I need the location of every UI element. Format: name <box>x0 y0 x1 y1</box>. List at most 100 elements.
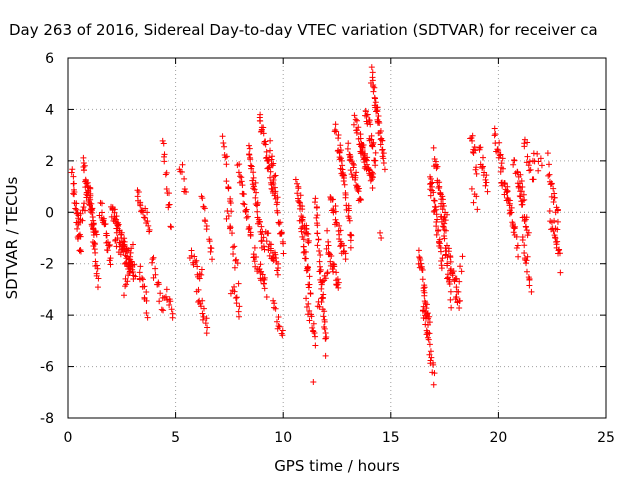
data-point <box>274 271 281 278</box>
data-point <box>495 148 502 155</box>
data-point <box>352 116 359 123</box>
data-point <box>223 178 230 185</box>
data-point <box>77 247 84 254</box>
data-point <box>477 144 484 151</box>
data-point <box>472 166 479 173</box>
data-point <box>271 173 278 180</box>
data-point <box>135 189 142 196</box>
data-point <box>545 161 552 168</box>
data-point <box>107 261 114 268</box>
data-point <box>69 166 76 173</box>
data-point <box>238 178 245 185</box>
data-point <box>306 307 313 314</box>
data-point <box>441 235 448 242</box>
data-point <box>195 286 202 293</box>
data-point <box>363 156 370 163</box>
data-point <box>453 275 460 282</box>
data-point <box>517 171 524 178</box>
data-point <box>271 249 278 256</box>
data-point <box>328 253 335 260</box>
data-point <box>305 300 312 307</box>
data-point <box>337 227 344 234</box>
data-point <box>525 229 532 236</box>
data-point <box>496 152 503 159</box>
data-point <box>317 252 324 259</box>
data-point <box>526 276 533 283</box>
data-point <box>423 301 430 308</box>
data-point <box>380 160 387 167</box>
data-point <box>350 164 357 171</box>
data-point <box>352 174 359 181</box>
data-point <box>341 181 348 188</box>
data-point <box>306 273 313 280</box>
data-point <box>149 259 156 266</box>
data-point <box>456 297 463 304</box>
data-point <box>129 241 136 248</box>
data-point <box>313 214 320 221</box>
data-point <box>88 200 95 207</box>
data-point <box>296 199 303 206</box>
data-point <box>519 184 526 191</box>
data-point <box>479 163 486 170</box>
data-point <box>342 190 349 197</box>
data-point <box>274 209 281 216</box>
data-point <box>314 220 321 227</box>
data-point <box>491 125 498 132</box>
data-point <box>257 261 264 268</box>
data-point <box>424 329 431 336</box>
data-point <box>346 217 353 224</box>
data-point <box>235 313 242 320</box>
data-point <box>333 128 340 135</box>
data-point <box>274 194 281 201</box>
data-point <box>320 313 327 320</box>
data-point <box>370 170 377 177</box>
data-point <box>167 223 174 230</box>
data-point <box>261 274 268 281</box>
data-point <box>198 266 205 273</box>
data-point <box>265 157 272 164</box>
data-point <box>375 113 382 120</box>
data-point <box>530 150 537 157</box>
data-point <box>534 150 541 157</box>
data-point <box>272 172 279 179</box>
data-point <box>362 108 369 115</box>
data-point <box>455 288 462 295</box>
data-point <box>515 253 522 260</box>
data-point <box>235 308 242 315</box>
data-point <box>246 145 253 152</box>
data-point <box>556 246 563 253</box>
data-point <box>524 253 531 260</box>
data-point <box>310 320 317 327</box>
data-point <box>70 180 77 187</box>
data-point <box>480 154 487 161</box>
data-point <box>418 260 425 267</box>
data-point <box>346 215 353 222</box>
data-point <box>279 332 286 339</box>
data-point <box>421 312 428 319</box>
data-point <box>202 320 209 327</box>
data-point <box>316 258 323 265</box>
data-point <box>253 202 260 209</box>
data-point <box>416 253 423 260</box>
data-point <box>163 286 170 293</box>
data-point <box>314 230 321 237</box>
data-point <box>557 269 564 276</box>
data-point <box>516 193 523 200</box>
data-point <box>376 120 383 127</box>
data-point <box>199 195 206 202</box>
data-point <box>501 180 508 187</box>
data-point <box>257 118 264 125</box>
data-point <box>161 158 168 165</box>
data-point <box>518 178 525 185</box>
data-point <box>256 218 263 225</box>
data-point <box>372 149 379 156</box>
data-point <box>132 273 139 280</box>
data-point <box>554 218 561 225</box>
data-point <box>259 271 266 278</box>
data-point <box>381 166 388 173</box>
data-point <box>433 223 440 230</box>
data-point <box>421 289 428 296</box>
data-point <box>305 284 312 291</box>
y-tick-label: -6 <box>40 360 54 376</box>
data-point <box>161 151 168 158</box>
